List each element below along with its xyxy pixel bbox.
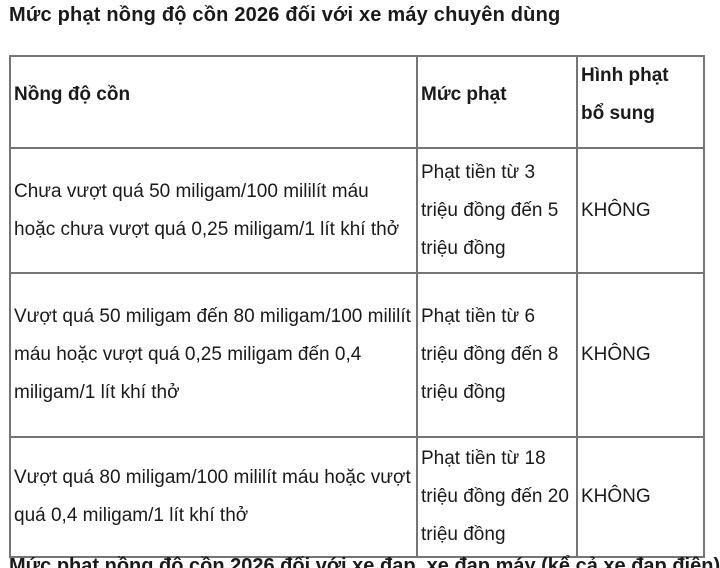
cell-fine-amount: Phạt tiền từ 3 triệu đồng đến 5 triệu đồ… bbox=[416, 147, 578, 274]
section-title: Mức phạt nồng độ cồn 2026 đối với xe máy… bbox=[9, 4, 561, 26]
cell-additional-penalty: KHÔNG bbox=[576, 436, 705, 558]
header-additional-penalty: Hình phạt bổ sung bbox=[576, 55, 705, 149]
header-additional-penalty-label: Hình phạt bổ sung bbox=[581, 65, 669, 124]
cell-fine-amount: Phạt tiền từ 6 triệu đồng đến 8 triệu đồ… bbox=[416, 272, 578, 438]
cell-fine-amount: Phạt tiền từ 18 triệu đồng đến 20 triệu … bbox=[416, 436, 578, 558]
cell-alcohol-level: Vượt quá 80 miligam/100 mililít máu hoặc… bbox=[9, 436, 418, 558]
table-row: Vượt quá 80 miligam/100 mililít máu hoặc… bbox=[9, 436, 705, 558]
table-header-row: Nồng độ cồn Mức phạt Hình phạt bổ sung bbox=[9, 55, 705, 149]
fines-table: Nồng độ cồn Mức phạt Hình phạt bổ sung C… bbox=[9, 55, 705, 558]
next-section-title-clipped: Mức phạt nồng độ cồn 2026 đối với xe đạp… bbox=[9, 555, 720, 568]
header-fine-amount: Mức phạt bbox=[416, 55, 578, 149]
cell-additional-penalty: KHÔNG bbox=[576, 147, 705, 274]
cell-additional-penalty: KHÔNG bbox=[576, 272, 705, 438]
cell-alcohol-level: Vượt quá 50 miligam đến 80 miligam/100 m… bbox=[9, 272, 418, 438]
table-row: Chưa vượt quá 50 miligam/100 mililít máu… bbox=[9, 147, 705, 274]
header-alcohol-level: Nồng độ cồn bbox=[9, 55, 418, 149]
table-row: Vượt quá 50 miligam đến 80 miligam/100 m… bbox=[9, 272, 705, 438]
cell-alcohol-level: Chưa vượt quá 50 miligam/100 mililít máu… bbox=[9, 147, 418, 274]
